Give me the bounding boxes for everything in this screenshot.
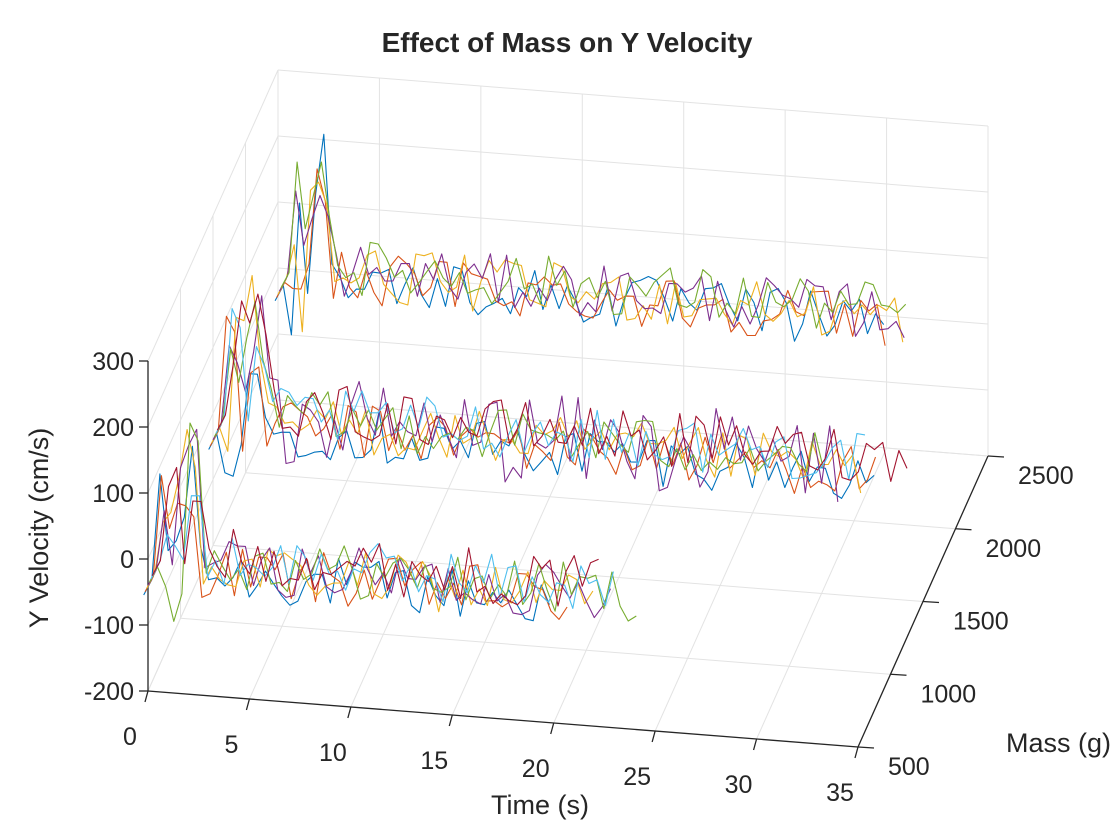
- series-line-mass-500-trial-1: [143, 445, 550, 622]
- x-axis-line: [147, 690, 859, 748]
- x-tick-mark: [854, 746, 859, 759]
- y-tick-label: 2000: [986, 535, 1042, 563]
- x-tick-mark: [347, 706, 352, 719]
- grid-line-left-z: [147, 69, 279, 362]
- y-axis-label: Mass (g): [1006, 728, 1111, 758]
- grid-line-left-z: [147, 399, 279, 692]
- z-tick-label: 0: [120, 546, 134, 574]
- x-tick-mark: [448, 714, 453, 727]
- z-tick-label: -200: [84, 678, 134, 706]
- grid-line-left-z: [147, 135, 279, 428]
- y-tick-mark: [955, 528, 972, 531]
- grid-line-back-z: [277, 399, 989, 457]
- z-tick-label: 100: [92, 480, 134, 508]
- y-tick-mark: [857, 746, 875, 749]
- grid-line-left-z: [147, 201, 279, 494]
- y-tick-mark: [890, 673, 907, 676]
- series-line-mass-2500-trial-1: [274, 133, 885, 342]
- series-line-mass-500-trial-2: [144, 475, 568, 620]
- grid-line-back-z: [277, 333, 989, 391]
- grid-line-floor-y: [212, 545, 924, 602]
- series-line-mass-500-trial-4: [147, 428, 612, 619]
- y-tick-label: 1500: [953, 608, 1009, 636]
- y-tick-mark: [987, 455, 1005, 458]
- x-tick-mark: [550, 722, 555, 735]
- series-line-mass-1500-trial-2: [209, 315, 877, 494]
- x-tick-mark: [245, 698, 251, 711]
- grid-line-floor-y: [245, 472, 956, 530]
- x-tick-label: 10: [319, 739, 347, 767]
- grid-line-back-z: [277, 135, 989, 193]
- x-tick-label: 25: [623, 763, 651, 791]
- grid-line-back-z: [277, 69, 989, 127]
- y-tick-label: 1000: [921, 680, 977, 708]
- y-tick-mark: [922, 600, 940, 604]
- x-tick-label: 35: [826, 779, 854, 807]
- x-tick-label: 5: [224, 731, 238, 759]
- series-line-mass-1500-trial-7: [216, 293, 908, 482]
- x-tick-label: 0: [123, 723, 137, 751]
- x-tick-mark: [752, 738, 758, 751]
- grid-line-left-z: [147, 333, 279, 626]
- series-line-mass-1500-trial-4: [212, 295, 839, 502]
- z-tick-label: 300: [92, 348, 134, 376]
- x-axis-label: Time (s): [491, 790, 589, 820]
- series-line-mass-500-trial-5: [148, 422, 637, 622]
- grid-layer: [147, 69, 989, 748]
- series-line-mass-2500-trial-5: [280, 161, 907, 329]
- ticks-layer: 0 5 10 15 20 25 30 355001000150020002500-200-10…: [84, 348, 1074, 807]
- series-line-mass-500-trial-7: [151, 466, 599, 607]
- y-tick-label: 500: [888, 753, 930, 781]
- z-axis-label: Y Velocity (cm/s): [24, 428, 54, 629]
- x-tick-mark: [144, 690, 149, 703]
- z-tick-label: 200: [92, 414, 134, 442]
- x-tick-label: 30: [725, 771, 753, 799]
- x-tick-label: 20: [522, 755, 550, 783]
- grid-line-floor-y: [180, 617, 891, 675]
- chart-title: Effect of Mass on Y Velocity: [382, 27, 753, 58]
- series-line-mass-2500-trial-3: [277, 181, 904, 343]
- grid-line-back-z: [277, 201, 989, 259]
- series-layer: [143, 133, 908, 622]
- series-line-mass-2500-trial-4: [278, 190, 905, 338]
- y-tick-label: 2500: [1018, 462, 1074, 490]
- x-tick-mark: [651, 730, 656, 743]
- x-tick-label: 15: [420, 747, 448, 775]
- z-tick-label: -100: [84, 612, 134, 640]
